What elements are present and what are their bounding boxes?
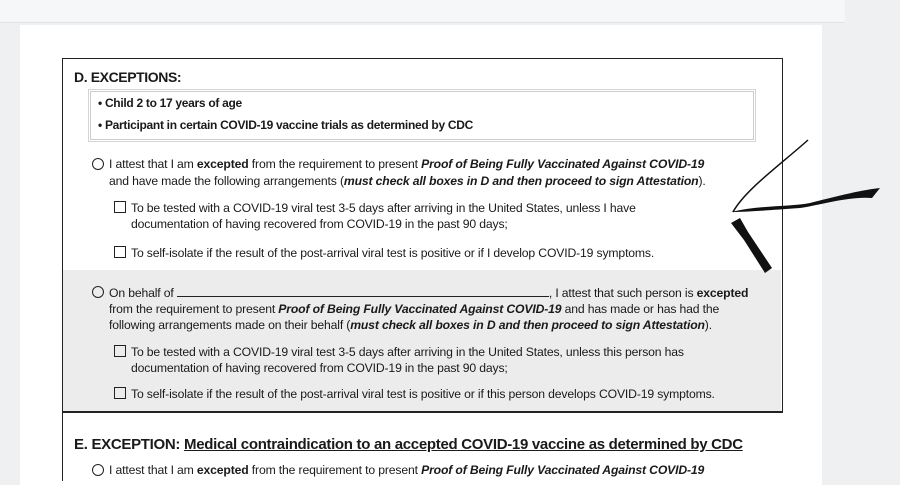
exceptions-list-box (88, 89, 756, 142)
section-d-behalf-area (63, 270, 781, 411)
behalf-exception-text: following arrangements made on their beh… (109, 318, 712, 332)
self-isolate-checkbox[interactable] (114, 246, 126, 258)
viewer-toolbar (0, 0, 845, 23)
behalf-test-label: To be tested with a COVID-19 viral test … (131, 345, 684, 359)
bullet-item: • Child 2 to 17 years of age (98, 96, 242, 110)
bullet-text: Participant in certain COVID-19 vaccine … (104, 118, 473, 132)
self-exception-text: and have made the following arrangements… (109, 174, 706, 188)
behalf-test-label: documentation of having recovered from C… (131, 361, 508, 375)
section-d-box (62, 58, 783, 413)
divider (62, 411, 64, 481)
behalf-isolate-checkbox[interactable] (114, 387, 126, 399)
self-test-label: documentation of having recovered from C… (131, 217, 508, 231)
bullet-item: • Participant in certain COVID-19 vaccin… (98, 118, 473, 132)
self-exception-radio[interactable] (92, 158, 104, 170)
section-e-heading: E. EXCEPTION: Medical contraindication t… (74, 436, 743, 453)
bullet-text: Child 2 to 17 years of age (104, 96, 242, 110)
self-test-checkbox[interactable] (114, 201, 126, 213)
behalf-exception-radio[interactable] (92, 286, 104, 298)
divider (62, 411, 782, 413)
behalf-isolate-label: To self-isolate if the result of the pos… (131, 387, 715, 401)
section-d-heading: D. EXCEPTIONS: (74, 69, 182, 85)
behalf-test-checkbox[interactable] (114, 345, 126, 357)
self-exception-text: I attest that I am excepted from the req… (109, 157, 705, 171)
medical-exception-radio[interactable] (92, 464, 104, 476)
person-name-field[interactable] (176, 286, 549, 297)
behalf-exception-text: On behalf of , I attest that such person… (109, 286, 749, 300)
behalf-exception-text: from the requirement to present Proof of… (109, 302, 720, 316)
self-isolate-label: To self-isolate if the result of the pos… (131, 246, 655, 260)
medical-exception-text: I attest that I am excepted from the req… (109, 463, 705, 477)
self-test-label: To be tested with a COVID-19 viral test … (131, 201, 636, 215)
